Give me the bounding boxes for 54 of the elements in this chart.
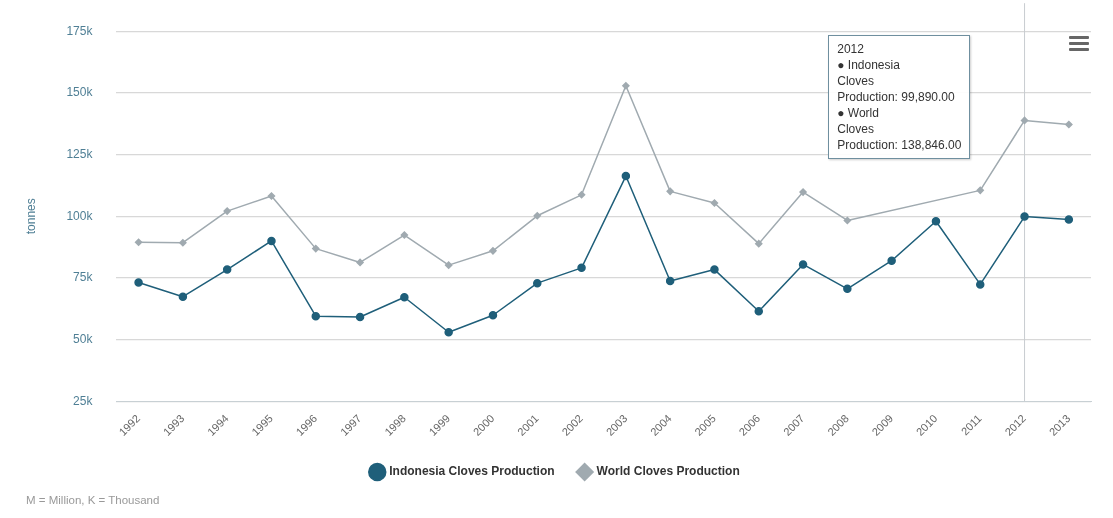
point bbox=[533, 278, 542, 288]
legend-label: Indonesia Cloves Production bbox=[389, 464, 555, 479]
point bbox=[178, 292, 188, 301]
point bbox=[267, 192, 276, 200]
point bbox=[843, 284, 852, 294]
y-tick-label: 125k bbox=[66, 146, 94, 161]
y-tick-label: 175k bbox=[66, 23, 94, 38]
point bbox=[311, 311, 321, 321]
point bbox=[267, 236, 276, 246]
point bbox=[577, 191, 586, 199]
y-tick-label: 150k bbox=[66, 85, 94, 100]
point bbox=[400, 292, 409, 302]
point bbox=[976, 280, 985, 289]
point bbox=[710, 199, 719, 207]
point bbox=[887, 256, 896, 265]
point bbox=[621, 171, 631, 181]
point bbox=[179, 238, 187, 247]
point bbox=[1065, 120, 1073, 129]
point bbox=[400, 231, 409, 239]
y-tick-label: 100k bbox=[66, 208, 94, 223]
y-tick-label: 50k bbox=[73, 331, 94, 346]
point bbox=[798, 260, 808, 269]
annotation: 2012 ● Indonesia Cloves Production: 99,890.00 ● World Cloves Production: 138,846.00 bbox=[828, 35, 971, 160]
point bbox=[1020, 212, 1029, 221]
point bbox=[222, 265, 232, 274]
point bbox=[356, 258, 364, 267]
y-tick-label: 75k bbox=[73, 270, 94, 285]
point bbox=[666, 187, 674, 196]
point bbox=[843, 216, 852, 225]
point bbox=[355, 312, 365, 322]
point bbox=[444, 328, 453, 337]
point bbox=[710, 265, 719, 274]
point bbox=[1020, 116, 1029, 125]
point bbox=[223, 207, 231, 215]
point bbox=[312, 244, 320, 253]
point bbox=[134, 278, 143, 287]
point bbox=[622, 81, 630, 90]
point bbox=[1064, 215, 1074, 224]
text: M = Million, K = Thousand bbox=[26, 494, 160, 506]
point bbox=[134, 238, 143, 246]
point bbox=[754, 307, 764, 316]
y-tick-label: 25k bbox=[73, 393, 94, 408]
legend-label: World Cloves Production bbox=[596, 464, 740, 479]
y-axis-title: tonnes bbox=[23, 198, 38, 235]
point bbox=[489, 247, 497, 255]
point bbox=[976, 186, 984, 195]
point bbox=[533, 212, 542, 220]
point bbox=[665, 276, 675, 286]
point bbox=[488, 310, 498, 320]
point bbox=[755, 239, 763, 248]
point bbox=[444, 261, 453, 269]
point bbox=[931, 216, 941, 226]
point bbox=[577, 263, 586, 273]
point bbox=[799, 188, 807, 196]
